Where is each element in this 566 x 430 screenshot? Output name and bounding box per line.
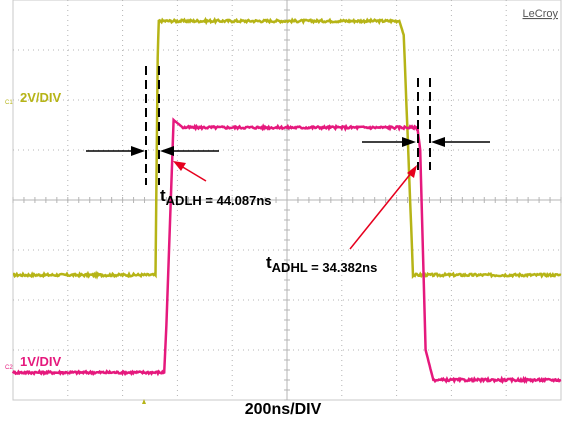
channel-tag-c2: C2 [5, 365, 13, 371]
fall-time-value: = 34.382ns [308, 260, 378, 275]
rise-arrow-right [160, 146, 174, 156]
fall-arrow-right [431, 137, 445, 147]
fall-time-label: tADHL = 34.382ns [266, 253, 377, 275]
grid [12, 0, 562, 401]
fall-time-prefix: t [266, 253, 272, 272]
fall-arrows [362, 137, 490, 147]
rise-annotation-arrowhead [173, 161, 186, 171]
rise-time-value: = 44.087ns [202, 193, 272, 208]
rise-arrow-left [131, 146, 145, 156]
rise-markers [145, 66, 160, 185]
rise-time-prefix: t [160, 186, 166, 205]
fall-time-subscript: ADHL [272, 260, 308, 275]
brand-logo: LeCroy [523, 8, 559, 20]
fall-markers [417, 78, 431, 170]
rise-time-label: tADLH = 44.087ns [160, 186, 272, 208]
annotation-arrows [173, 161, 417, 250]
rise-time-subscript: ADLH [166, 193, 202, 208]
trigger-marker [142, 399, 146, 404]
fall-annotation-arrowhead [407, 165, 417, 178]
trace-c1 [12, 16, 562, 280]
trace-c2 [11, 117, 562, 385]
channel-scale-c2: 1V/DIV [20, 354, 62, 369]
channel-tag-c1: C1 [5, 100, 13, 106]
fall-arrow-left [402, 137, 416, 147]
timebase-label: 200ns/DIV [244, 401, 322, 418]
channel-scale-c1: 2V/DIV [20, 90, 62, 105]
rise-arrows [86, 146, 219, 156]
